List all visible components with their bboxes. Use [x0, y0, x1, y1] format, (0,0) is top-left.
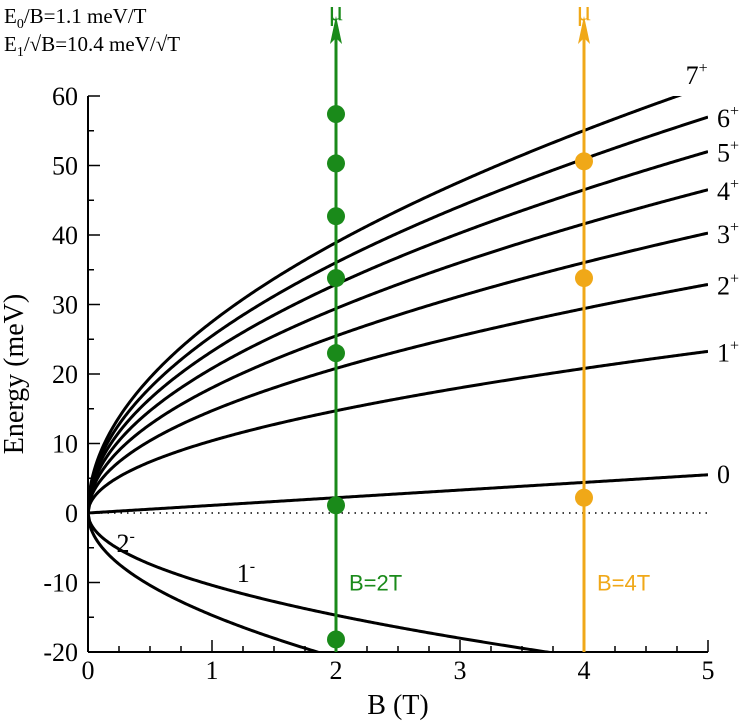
level-label-7plus: 7+ — [686, 60, 708, 90]
y-axis-title: Energy (meV) — [0, 294, 30, 454]
level-curve-2plus — [88, 282, 708, 514]
marker-dot — [327, 269, 345, 288]
level-curve-0 — [88, 473, 708, 515]
y-tick-label: 60 — [52, 82, 78, 111]
marker-dot — [575, 269, 593, 288]
marker-label-4t: B=4T — [597, 571, 650, 596]
y-tick-label: 40 — [52, 221, 78, 250]
y-tick-label: -20 — [43, 638, 78, 667]
marker-arrow-4t — [578, 16, 590, 44]
level-curve-4plus — [88, 188, 708, 514]
level-curve-2minus — [88, 512, 323, 652]
level-label-2minus: 2- — [117, 528, 135, 558]
marker-mu-2t: μ — [328, 0, 343, 27]
level-label-5plus: 5+ — [717, 138, 739, 168]
y-tick-label: 20 — [52, 360, 78, 389]
y-tick-label: 50 — [52, 152, 78, 181]
x-tick-label: 5 — [702, 656, 715, 685]
x-tick-label: 1 — [206, 656, 219, 685]
y-tick-label: 30 — [52, 291, 78, 320]
marker-dot — [327, 344, 345, 363]
x-tick-label: 0 — [82, 656, 95, 685]
y-tick-label: 10 — [52, 430, 78, 459]
level-curve-6plus — [88, 115, 708, 514]
x-tick-label: 4 — [578, 656, 591, 685]
marker-dot — [327, 630, 345, 649]
level-label-0: 0 — [717, 460, 730, 489]
level-label-2plus: 2+ — [717, 270, 739, 300]
marker-dot — [327, 496, 345, 515]
level-label-1plus: 1+ — [717, 337, 739, 367]
curves-group — [88, 96, 708, 652]
overlay-group: 7+ 6+ 5+ 4+ 3+ 2+ 1+ 0 1- 2- 0 1 2 3 4 5 -20 -10 0 10 20 30 40… — [43, 0, 739, 685]
x-tick-label: 3 — [454, 656, 467, 685]
marker-dot — [575, 488, 593, 507]
y-tick-label: -10 — [43, 569, 78, 598]
marker-dot — [327, 207, 345, 226]
marker-label-2t: B=2T — [349, 571, 402, 596]
param-e1: E1/√B=10.4 meV/√T — [4, 32, 180, 60]
level-curve-1minus — [88, 512, 557, 652]
marker-dot — [575, 152, 593, 171]
level-curve-3plus — [88, 231, 708, 514]
x-tick-label: 2 — [330, 656, 343, 685]
marker-mu-4t: μ — [576, 0, 591, 27]
y-tick-label: 0 — [65, 499, 78, 528]
level-label-6plus: 6+ — [717, 103, 739, 133]
level-label-1minus: 1- — [237, 558, 255, 588]
marker-arrow-2t — [330, 16, 342, 44]
level-curve-1plus — [88, 349, 708, 514]
level-curve-7plus — [88, 96, 683, 514]
marker-dot — [327, 154, 345, 173]
marker-dot — [327, 105, 345, 124]
level-curve-5plus — [88, 150, 708, 514]
level-label-3plus: 3+ — [717, 219, 739, 249]
param-e0: E0/B=1.1 meV/T — [4, 4, 147, 32]
level-label-4plus: 4+ — [717, 176, 739, 206]
x-axis-title: B (T) — [367, 690, 428, 721]
